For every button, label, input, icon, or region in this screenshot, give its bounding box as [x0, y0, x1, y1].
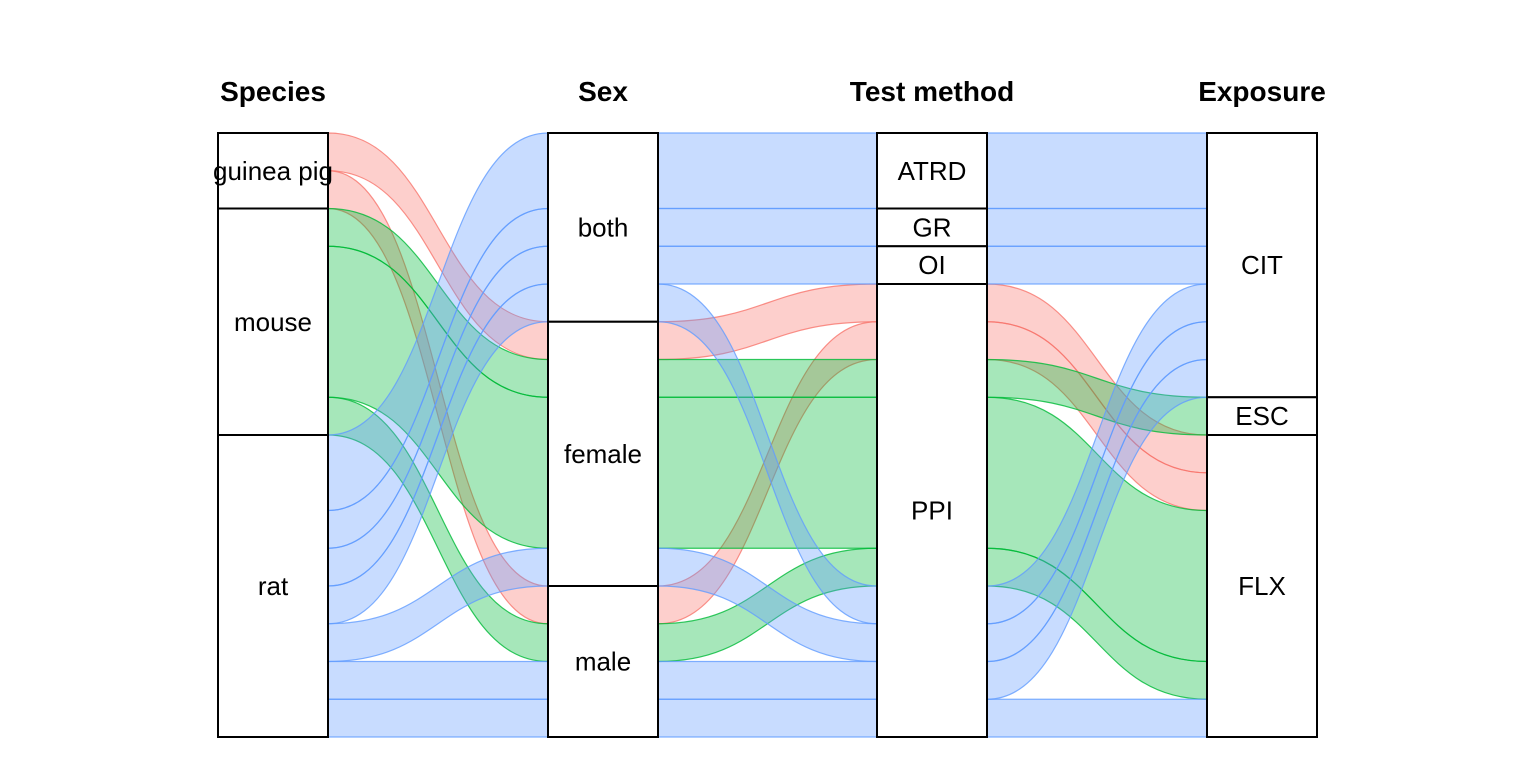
axis-title-exposure: Exposure [1198, 76, 1326, 107]
stratum-sex-male [547, 585, 659, 738]
flow-rat-method-segment [986, 132, 1208, 210]
flow-rat-sex-segment [657, 245, 878, 285]
stratum-label-rat: rat [258, 571, 289, 601]
stratum-label-mouse: mouse [234, 307, 312, 337]
stratum-sex-female [547, 320, 659, 587]
flow-rat-sex-segment [657, 207, 878, 247]
axis-title-test-method: Test method [850, 76, 1014, 107]
stratum-label-gr: GR [913, 212, 952, 242]
flow-mouse-sex-segment [657, 358, 878, 398]
flow-rat-method-segment [986, 207, 1208, 247]
stratum-label-ppi: PPI [911, 496, 953, 526]
axis-title-sex: Sex [578, 76, 628, 107]
flow-rat-method-segment [986, 698, 1208, 738]
stratum-species-rat [217, 434, 329, 738]
stratum-label-female: female [564, 439, 642, 469]
stratum-species-guinea-pig [217, 132, 329, 210]
axis-titles: Species Sex Test method Exposure [220, 76, 1326, 107]
stratum-label-flx: FLX [1238, 571, 1286, 601]
stratum-label-male: male [575, 647, 631, 677]
flow-rat-method-segment [986, 245, 1208, 285]
stratum-label-both: both [578, 212, 629, 242]
stratum-label-oi: OI [918, 250, 945, 280]
stratum-exposure-flx [1206, 434, 1318, 738]
stratum-label-esc: ESC [1235, 401, 1288, 431]
axis-title-species: Species [220, 76, 326, 107]
stratum-label-cit: CIT [1241, 250, 1283, 280]
flow-rat-species-segment [327, 698, 549, 738]
flows-layer [327, 132, 1208, 738]
stratum-species-mouse [217, 207, 329, 436]
stratum-test-method-ppi [876, 283, 988, 738]
flow-rat-species-segment [327, 660, 549, 700]
stratum-label-guinea-pig: guinea pig [213, 156, 333, 186]
strata-layer: guinea pig mouse rat both female male ATRD GR OI… [213, 132, 1318, 738]
stratum-label-atrd: ATRD [898, 156, 967, 186]
stratum-test-method-oi [876, 245, 988, 285]
flow-rat-sex-segment [657, 132, 878, 210]
flow-rat-sex-segment [657, 698, 878, 738]
flow-rat-sex-segment [657, 660, 878, 700]
stratum-test-method-atrd [876, 132, 988, 210]
